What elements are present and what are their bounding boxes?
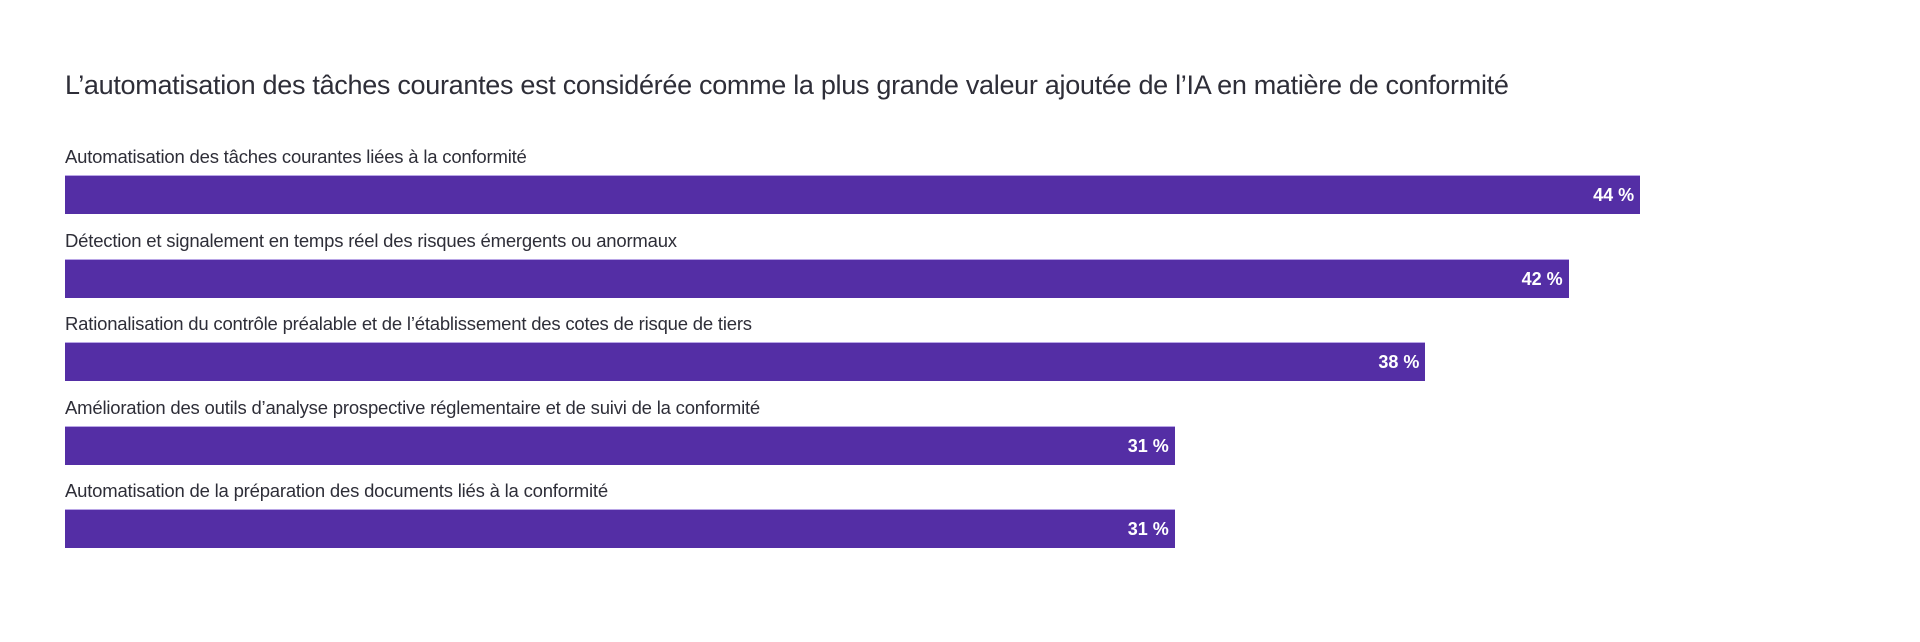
bar-row: Rationalisation du contrôle préalable et… [65,311,1865,381]
bar-row: Automatisation de la préparation des doc… [65,478,1865,548]
category-label: Automatisation des tâches courantes liée… [65,146,527,167]
data-label: 44 % [1593,185,1635,205]
category-label: Amélioration des outils d’analyse prospe… [65,396,761,418]
bar-row: Détection et signalement en temps réel d… [65,228,1865,298]
bar: 44 % [65,175,1641,214]
category-label: Détection et signalement en temps réel d… [65,229,677,251]
bar: 31 % [65,509,1175,548]
category-label: Rationalisation du contrôle préalable et… [65,313,752,334]
data-label: 31 % [1127,435,1169,456]
bar: 31 % [65,425,1175,465]
data-label: 38 % [1378,352,1420,372]
bar: 38 % [65,342,1426,381]
chart-title: L’automatisation des tâches courantes es… [65,70,1509,100]
category-label: Automatisation de la préparation des doc… [65,480,608,501]
bar-row: Automatisation des tâches courantes liée… [65,144,1865,214]
data-label: 42 % [1521,268,1563,289]
bar-row: Amélioration des outils d’analyse prospe… [65,395,1865,465]
bar: 42 % [65,258,1569,298]
data-label: 31 % [1127,519,1169,539]
